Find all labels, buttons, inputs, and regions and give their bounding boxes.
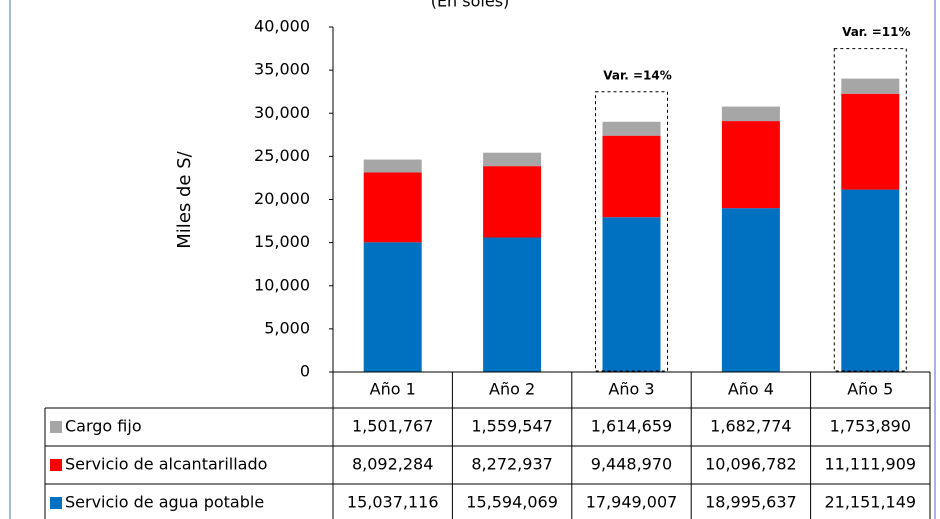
bar-segment	[841, 93, 900, 190]
y-tick-label: 20,000	[254, 189, 310, 208]
table-cell: 21,151,149	[824, 493, 916, 512]
bar-segment	[721, 121, 780, 209]
y-tick-label: 25,000	[254, 146, 310, 165]
bar-segment	[841, 78, 900, 94]
legend-swatch	[50, 421, 62, 433]
annotation: Var. =11%	[842, 25, 910, 39]
legend-label: Servicio de agua potable	[65, 493, 264, 512]
table-cell: 1,559,547	[471, 417, 552, 436]
bar-segment	[363, 159, 422, 173]
y-tick-label: 35,000	[254, 60, 310, 79]
x-tick-label: Año 5	[847, 380, 893, 399]
y-tick-label: 5,000	[264, 318, 310, 337]
bar-segment	[363, 172, 422, 243]
x-tick-label: Año 1	[370, 380, 416, 399]
table-cell: 8,092,284	[352, 455, 433, 474]
bar-segment	[483, 166, 542, 238]
y-axis-label: Miles de S/	[174, 150, 195, 248]
x-tick-label: Año 2	[489, 380, 535, 399]
y-tick-label: 0	[300, 362, 310, 381]
table-cell: 1,753,890	[830, 417, 911, 436]
table-cell: 1,614,659	[591, 417, 672, 436]
bar-segment	[721, 208, 780, 372]
x-tick-label: Año 4	[728, 380, 774, 399]
legend-swatch	[50, 459, 62, 471]
highlight-box	[595, 91, 668, 372]
table-cell: 11,111,909	[824, 455, 916, 474]
bar-segment	[602, 217, 661, 372]
bar-segment	[483, 152, 542, 167]
y-tick-label: 15,000	[254, 232, 310, 251]
highlight-box	[833, 48, 907, 372]
frame	[9, 0, 936, 519]
chart-subtitle: (En soles)	[431, 0, 510, 11]
legend-label: Servicio de alcantarillado	[65, 455, 267, 474]
y-tick-label: 40,000	[254, 17, 310, 36]
table-cell: 10,096,782	[705, 455, 797, 474]
annotation: Var. =14%	[603, 68, 671, 82]
bar-segment	[602, 135, 661, 218]
y-tick-label: 30,000	[254, 103, 310, 122]
table-cell: 9,448,970	[591, 455, 672, 474]
x-tick-label: Año 3	[608, 380, 654, 399]
bar-segment	[841, 189, 900, 372]
bar-segment	[363, 242, 422, 372]
table-cell: 17,949,007	[586, 493, 678, 512]
table-cell: 8,272,937	[471, 455, 552, 474]
y-tick-label: 10,000	[254, 275, 310, 294]
table-cell: 15,037,116	[347, 493, 439, 512]
bar-segment	[483, 237, 542, 372]
bar-segment	[602, 121, 661, 136]
table-cell: 1,682,774	[710, 417, 791, 436]
legend-swatch	[50, 497, 62, 509]
bar-segment	[721, 106, 780, 122]
table-cell: 15,594,069	[466, 493, 558, 512]
table-cell: 1,501,767	[352, 417, 433, 436]
legend-label: Cargo fijo	[65, 417, 142, 436]
table-cell: 18,995,637	[705, 493, 797, 512]
